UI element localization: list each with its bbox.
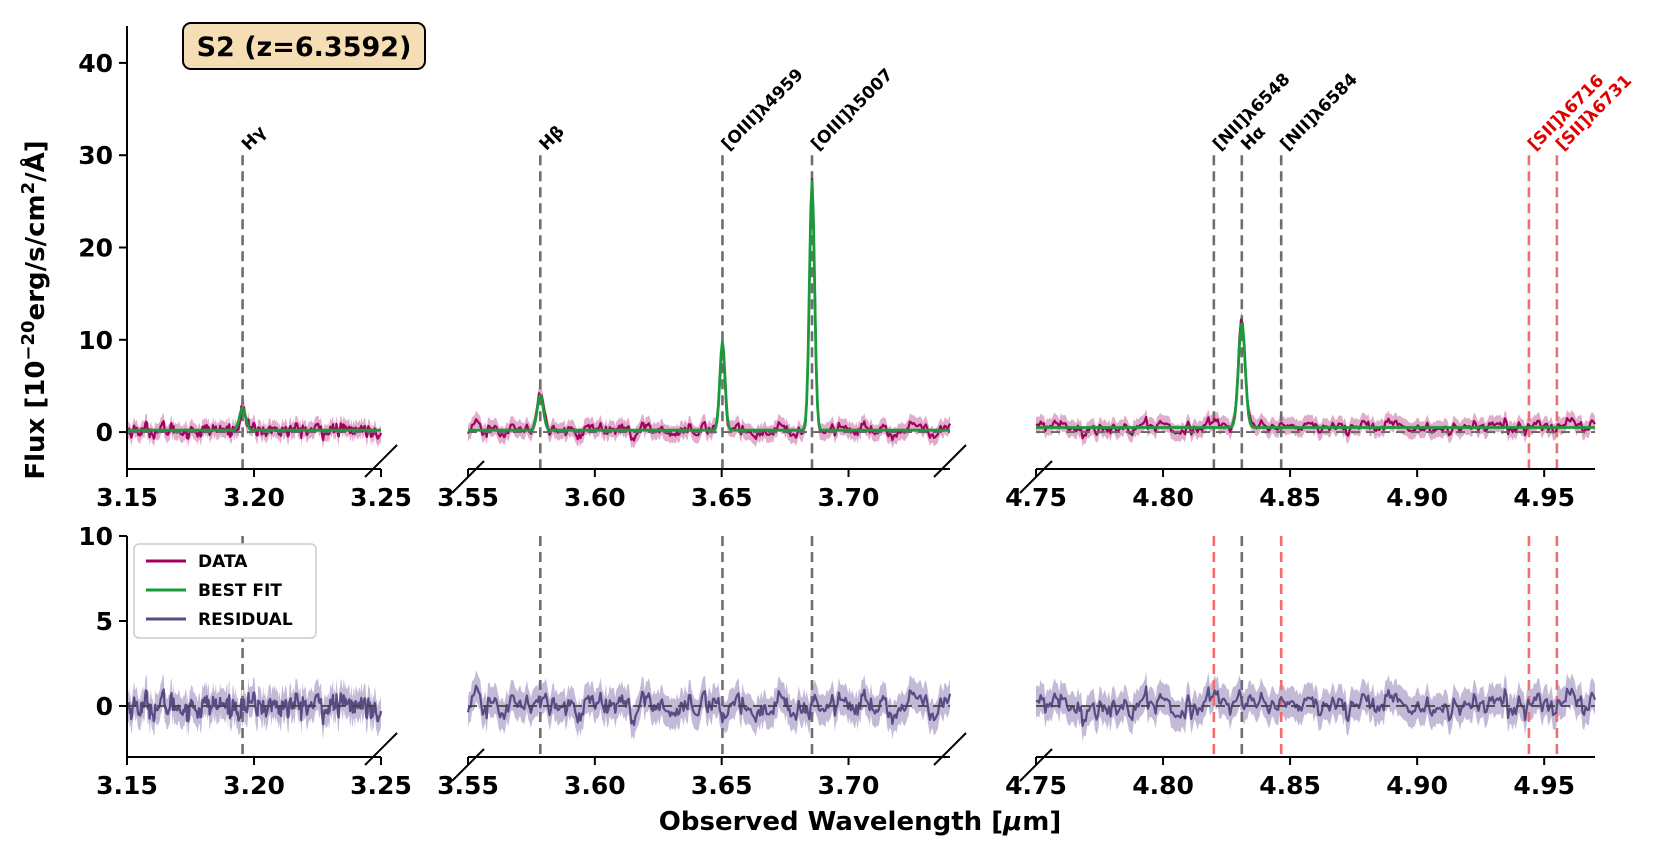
y-tick-label-top-3: 30 [78,141,113,170]
residual-series-seg1 [125,688,383,726]
x-tick-label-bottom-seg3-4: 4.95 [1513,771,1575,800]
residual-band-seg3 [1036,671,1595,742]
line-label-2: [OIII]λ4959 [718,65,808,155]
legend-label-residual: RESIDUAL [198,610,293,630]
legend: DATA BEST FIT RESIDUAL [133,543,317,639]
x-tick-label-bottom-seg2-3: 3.70 [818,771,880,800]
axis-break-top-seg1 [364,444,398,478]
axis-break-bottom-seg1 [364,732,398,766]
emission-line-markers [241,155,1559,757]
residual-series-seg2 [466,684,952,727]
x-tick-label-top-seg1-1: 3.20 [223,483,285,512]
fit-series-seg1 [126,406,382,432]
x-tick-label-top-seg2-1: 3.60 [564,483,626,512]
data-series-seg1 [126,405,383,442]
x-axis-title: Observed Wavelength [μm] [659,807,1061,837]
y-tick-label-top-2: 20 [78,234,113,263]
x-tick-label-bottom-seg2-0: 3.55 [437,771,499,800]
y-tick-label-bottom-2: 10 [78,522,113,551]
y-tick-label-top-4: 40 [78,49,113,78]
y-axis-title: Flux [10−20erg/s/cm2/Å] [18,140,51,479]
x-tick-label-top-seg3-4: 4.95 [1513,483,1575,512]
x-tick-label-bottom-seg2-1: 3.60 [564,771,626,800]
y-tick-label-bottom-0: 0 [96,692,113,721]
x-tick-label-top-seg3-1: 4.80 [1132,483,1194,512]
fit-series-seg3 [1036,322,1595,429]
x-tick-label-top-seg2-3: 3.70 [818,483,880,512]
x-tick-label-top-seg2-0: 3.55 [437,483,499,512]
legend-label-data: DATA [198,552,248,572]
axis-break-top-seg3 [1019,460,1053,494]
title-box: S2 (z=6.3592) [182,22,426,70]
line-label-1: Hβ [536,122,569,155]
axis-break-top-seg2 [451,460,485,494]
x-tick-label-top-seg3-2: 4.85 [1259,483,1321,512]
axes: 3.15 3.20 3.25 3.15 3.20 3.25 3.55 3.60 3.65 3.70… [78,26,1595,800]
x-tick-label-bottom-seg1-0: 3.15 [96,771,158,800]
x-tick-label-bottom-seg3-0: 4.75 [1005,771,1067,800]
y-tick-label-bottom-1: 5 [96,607,113,636]
x-tick-label-bottom-seg2-2: 3.65 [691,771,753,800]
x-tick-label-bottom-seg1-1: 3.20 [223,771,285,800]
y-tick-label-top-0: 0 [96,418,113,447]
axis-break-bottom-seg2 [933,732,967,766]
y-tick-label-top-1: 10 [78,326,113,355]
data-band-seg3 [1036,311,1595,447]
x-tick-label-top-seg3-3: 4.90 [1386,483,1448,512]
chart-title: S2 (z=6.3592) [197,32,412,63]
uncertainty-bands [127,170,1595,742]
spectrum-series [125,177,1597,727]
x-tick-label-top-seg3-0: 4.75 [1005,483,1067,512]
fit-series-seg2 [467,179,951,432]
x-tick-label-bottom-seg3-2: 4.85 [1259,771,1321,800]
line-label-0: Hγ [238,122,271,155]
axis-break-bottom-seg3 [1019,748,1053,782]
axis-break-top-seg2 [933,444,967,478]
x-tick-label-top-seg1-2: 3.25 [350,483,412,512]
x-tick-label-bottom-seg1-2: 3.25 [350,771,412,800]
x-tick-label-top-seg2-2: 3.65 [691,483,753,512]
x-tick-label-bottom-seg3-1: 4.80 [1132,771,1194,800]
legend-label-fit: BEST FIT [198,581,282,601]
residual-series-seg3 [1035,685,1597,727]
x-tick-label-top-seg1-0: 3.15 [96,483,158,512]
x-tick-label-bottom-seg3-3: 4.90 [1386,771,1448,800]
axis-break-bottom-seg2 [451,748,485,782]
data-band-seg2 [468,170,950,449]
line-label-3: [OIII]λ5007 [807,65,897,155]
